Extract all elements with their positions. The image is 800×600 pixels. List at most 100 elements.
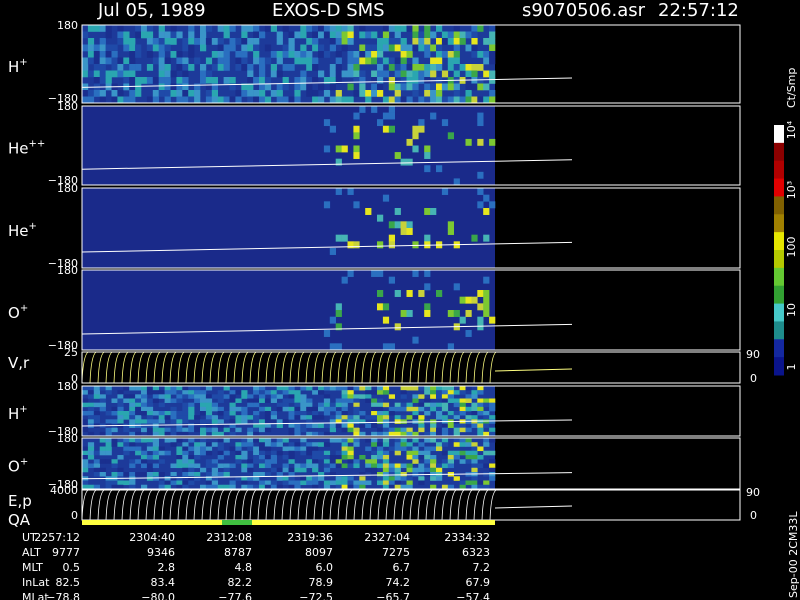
spectrogram-cell: [82, 96, 89, 104]
spectrogram-cell: [200, 25, 207, 32]
spectrogram-cell: [259, 450, 266, 456]
spectrogram-cell: [129, 480, 136, 486]
spectrogram-cell: [241, 25, 248, 32]
spectrogram-cell: [276, 467, 283, 473]
spectrogram-cell: [318, 70, 325, 78]
panel-label: He+: [8, 221, 37, 240]
spectrogram-cell: [477, 51, 484, 58]
spectrogram-cell: [335, 57, 342, 65]
spectrogram-cell: [353, 145, 360, 153]
spectrogram-cell: [388, 427, 395, 433]
spectrogram-cell: [388, 343, 395, 351]
spectrogram-cell: [471, 83, 478, 91]
spectrogram-cell: [312, 480, 319, 486]
spectrogram-cell: [483, 70, 490, 78]
spectrogram-cell: [111, 64, 118, 71]
colorbar-swatch: [774, 285, 784, 305]
spectrogram-cell: [223, 44, 230, 52]
spectrogram-cell: [141, 427, 148, 433]
spectrogram-cell: [412, 459, 419, 464]
spectrogram-cell: [335, 402, 342, 408]
spectrogram-cell: [205, 446, 213, 452]
spectrogram-cell: [282, 44, 289, 52]
row-label: MLat: [22, 591, 49, 600]
spectrogram-cell: [259, 96, 266, 104]
spectrogram-cell: [412, 25, 419, 32]
spectrogram-cell: [477, 386, 484, 391]
spectrogram-cell: [318, 402, 325, 408]
spectrogram-cell: [117, 31, 124, 39]
panel-frame: [81, 105, 741, 186]
spectrogram-cell: [235, 415, 242, 420]
spectrogram-cell: [329, 415, 336, 420]
spectrogram-cell: [388, 276, 395, 284]
spectrogram-cell: [400, 96, 407, 104]
spectrogram-cell: [259, 31, 266, 39]
spectrogram-cell: [318, 51, 325, 58]
spectrogram-cell: [371, 423, 378, 428]
spectrogram-cell: [241, 442, 248, 447]
spectrogram-cell: [188, 96, 195, 104]
spectrogram-cell: [93, 44, 100, 52]
spectrogram-cell: [135, 44, 142, 52]
spectrogram-cell: [87, 390, 95, 395]
spectrogram-cell: [200, 31, 207, 39]
spectrogram-cell: [394, 427, 401, 433]
spectrogram-cell: [129, 446, 136, 452]
spectrogram-cell: [353, 90, 360, 97]
spectrogram-cell: [483, 484, 490, 490]
spectrogram-cell: [382, 467, 390, 473]
spectrogram-cell: [164, 77, 171, 84]
spectrogram-cell: [489, 476, 496, 481]
spectrogram-cell: [205, 406, 213, 412]
spectrogram-cell: [117, 64, 124, 71]
spectrogram-cell: [453, 57, 460, 65]
spectrogram-cell: [359, 70, 366, 78]
spectrogram-cell: [412, 77, 419, 84]
spectrogram-cell: [182, 423, 189, 428]
spectrogram-cell: [235, 459, 242, 464]
spectrogram-cell: [394, 402, 401, 408]
spectrogram-cell: [247, 427, 254, 433]
spectrogram-cell: [99, 438, 106, 443]
spectrogram-cell: [323, 25, 331, 32]
spectrogram-cell: [465, 44, 472, 52]
spectrogram-cell: [270, 51, 277, 58]
spectrogram-cell: [323, 90, 331, 97]
spectrogram-cell: [471, 476, 478, 481]
spectrogram-cell: [241, 44, 248, 52]
spectrogram-cell: [412, 438, 419, 443]
spectrogram-cell: [111, 398, 118, 403]
spectrogram-cell: [483, 303, 490, 311]
spectrogram-cell: [388, 411, 395, 416]
spectrogram-cell: [82, 70, 89, 78]
spectrogram-cell: [146, 96, 154, 104]
trace: [81, 77, 573, 88]
spectrogram-cell: [341, 25, 348, 32]
spectrogram-cell: [229, 38, 236, 45]
cell: −72.5: [299, 591, 333, 600]
spectrogram-cell: [377, 450, 384, 456]
spectrogram-cell: [377, 459, 384, 464]
spectrogram-cell: [347, 450, 354, 456]
spectrogram-cell: [347, 64, 354, 71]
spectrogram-cell: [141, 25, 148, 32]
spectrogram-cell: [135, 90, 142, 97]
spectrogram-cell: [200, 442, 207, 447]
spectrogram-cell: [117, 480, 124, 486]
spectrogram-cell: [477, 484, 484, 490]
spectrogram-cell: [323, 459, 331, 464]
spectrogram-cell: [347, 25, 354, 32]
spectrogram-cell: [288, 455, 295, 460]
spectrogram-cell: [323, 455, 331, 460]
spectrogram-cell: [312, 90, 319, 97]
spectrogram-cell: [347, 419, 354, 424]
spectrogram-cell: [300, 438, 307, 443]
spectrogram-cell: [418, 480, 425, 486]
spectrogram-cell: [111, 406, 118, 412]
panel-label: E,p: [8, 492, 32, 510]
spectrogram-cell: [424, 44, 431, 52]
spectrogram-cell: [441, 463, 449, 469]
colorbar-swatch: [774, 214, 784, 233]
spectrogram-cell: [170, 398, 177, 403]
